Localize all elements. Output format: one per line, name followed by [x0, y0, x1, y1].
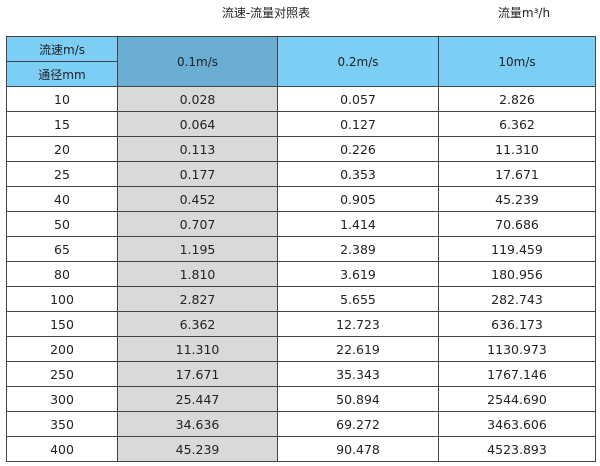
flow-cell: 90.478: [277, 436, 439, 462]
flow-cell: 180.956: [438, 261, 596, 287]
table-row: 250 17.671 35.343 1767.146: [6, 361, 596, 387]
flow-table: 流速m/s 0.1m/s 0.2m/s 10m/s 通径mm 10 0.028 0.…: [6, 36, 596, 462]
flow-cell: 0.177: [117, 161, 278, 187]
flow-cell: 2.389: [277, 236, 439, 262]
table-title: 流速-流量对照表: [221, 6, 311, 20]
diameter-cell: 200: [6, 336, 118, 362]
diameter-cell: 100: [6, 286, 118, 312]
column-header-0.1: 0.1m/s: [117, 36, 278, 87]
diameter-cell: 10: [6, 86, 118, 112]
table-row: 65 1.195 2.389 119.459: [6, 236, 596, 262]
unit-label: 流量m³/h: [497, 6, 551, 20]
velocity-header: 流速m/s: [6, 36, 118, 62]
table-row: 350 34.636 69.272 3463.606: [6, 411, 596, 437]
flow-cell: 1.810: [117, 261, 278, 287]
table-row: 100 2.827 5.655 282.743: [6, 286, 596, 312]
table-row: 10 0.028 0.057 2.826: [6, 86, 596, 112]
flow-cell: 45.239: [117, 436, 278, 462]
table-row: 25 0.177 0.353 17.671: [6, 161, 596, 187]
flow-cell: 0.353: [277, 161, 439, 187]
flow-cell: 1.414: [277, 211, 439, 237]
flow-cell: 0.905: [277, 186, 439, 212]
table-row: 15 0.064 0.127 6.362: [6, 111, 596, 137]
flow-cell: 1130.973: [438, 336, 596, 362]
diameter-cell: 80: [6, 261, 118, 287]
flow-cell: 2.826: [438, 86, 596, 112]
flow-cell: 50.894: [277, 386, 439, 412]
flow-cell: 70.686: [438, 211, 596, 237]
table-row: 300 25.447 50.894 2544.690: [6, 386, 596, 412]
diameter-cell: 25: [6, 161, 118, 187]
flow-cell: 22.619: [277, 336, 439, 362]
flow-cell: 0.452: [117, 186, 278, 212]
diameter-header: 通径mm: [6, 61, 118, 87]
flow-cell: 4523.893: [438, 436, 596, 462]
flow-cell: 25.447: [117, 386, 278, 412]
flow-cell: 282.743: [438, 286, 596, 312]
flow-cell: 0.064: [117, 111, 278, 137]
diameter-cell: 40: [6, 186, 118, 212]
flow-cell: 2544.690: [438, 386, 596, 412]
flow-cell: 17.671: [117, 361, 278, 387]
table-row: 80 1.810 3.619 180.956: [6, 261, 596, 287]
flow-cell: 1.195: [117, 236, 278, 262]
column-header-0.2: 0.2m/s: [277, 36, 439, 87]
diameter-cell: 300: [6, 386, 118, 412]
diameter-cell: 15: [6, 111, 118, 137]
flow-cell: 0.028: [117, 86, 278, 112]
flow-cell: 12.723: [277, 311, 439, 337]
flow-cell: 0.113: [117, 136, 278, 162]
flow-cell: 636.173: [438, 311, 596, 337]
flow-cell: 0.057: [277, 86, 439, 112]
flow-cell: 6.362: [117, 311, 278, 337]
flow-cell: 69.272: [277, 411, 439, 437]
table-row: 400 45.239 90.478 4523.893: [6, 436, 596, 462]
flow-cell: 34.636: [117, 411, 278, 437]
flow-cell: 6.362: [438, 111, 596, 137]
table-row: 150 6.362 12.723 636.173: [6, 311, 596, 337]
flow-cell: 45.239: [438, 186, 596, 212]
flow-cell: 17.671: [438, 161, 596, 187]
table-row: 50 0.707 1.414 70.686: [6, 211, 596, 237]
diameter-cell: 250: [6, 361, 118, 387]
flow-cell: 0.127: [277, 111, 439, 137]
table-row: 20 0.113 0.226 11.310: [6, 136, 596, 162]
diameter-cell: 50: [6, 211, 118, 237]
flow-cell: 35.343: [277, 361, 439, 387]
table-row: 200 11.310 22.619 1130.973: [6, 336, 596, 362]
column-header-10: 10m/s: [438, 36, 596, 87]
flow-cell: 119.459: [438, 236, 596, 262]
flow-cell: 3.619: [277, 261, 439, 287]
flow-cell: 5.655: [277, 286, 439, 312]
diameter-cell: 65: [6, 236, 118, 262]
diameter-cell: 20: [6, 136, 118, 162]
flow-cell: 0.707: [117, 211, 278, 237]
diameter-cell: 350: [6, 411, 118, 437]
flow-cell: 2.827: [117, 286, 278, 312]
table-row: 40 0.452 0.905 45.239: [6, 186, 596, 212]
flow-cell: 1767.146: [438, 361, 596, 387]
flow-cell: 11.310: [438, 136, 596, 162]
flow-cell: 3463.606: [438, 411, 596, 437]
diameter-cell: 150: [6, 311, 118, 337]
diameter-cell: 400: [6, 436, 118, 462]
flow-cell: 0.226: [277, 136, 439, 162]
flow-cell: 11.310: [117, 336, 278, 362]
